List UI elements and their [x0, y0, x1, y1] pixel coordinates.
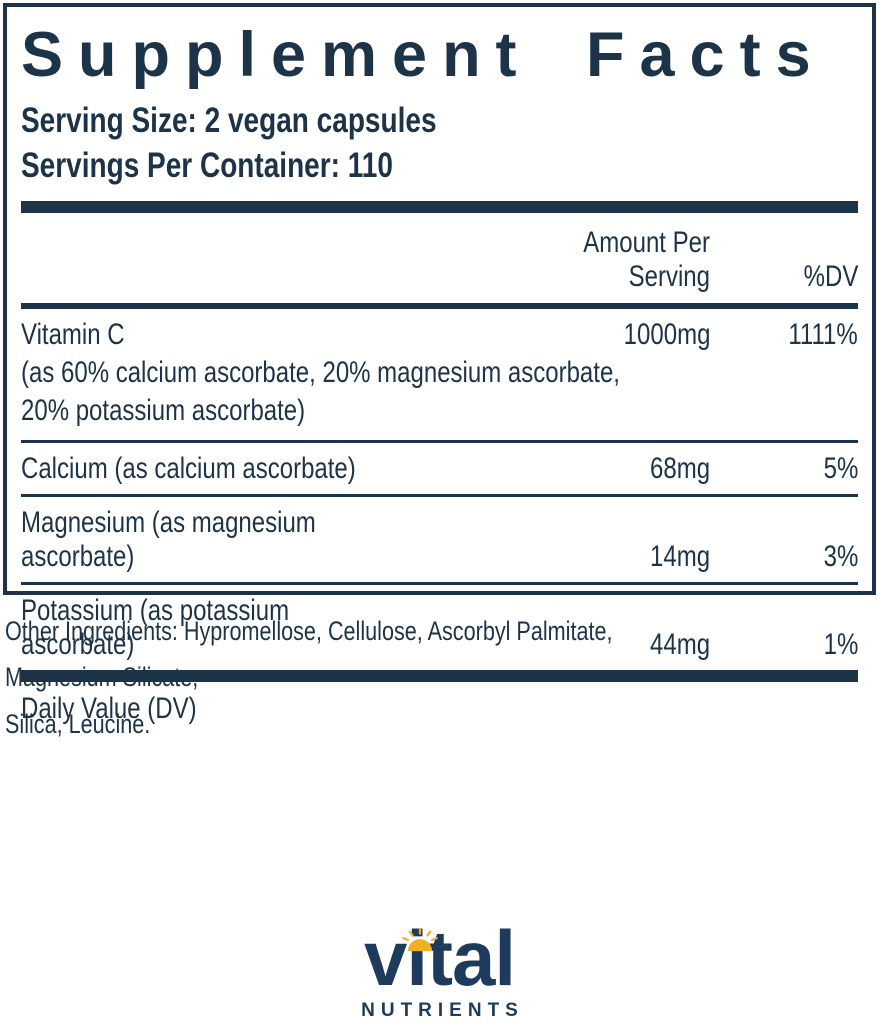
thick-divider-bottom	[21, 670, 858, 683]
nutrient-dv: 3%	[823, 540, 858, 574]
nutrient-dv-cell: 1%	[710, 628, 858, 662]
nutrient-amount-cell: 44mg	[475, 628, 710, 662]
table-row: Calcium (as calcium ascorbate) 68mg 5%	[21, 443, 858, 494]
nutrient-name-cell: Calcium (as calcium ascorbate)	[21, 452, 475, 486]
sun-icon	[402, 927, 438, 952]
amount-per-serving-header: Amount Per Serving	[583, 225, 710, 293]
thick-divider-top	[21, 200, 858, 213]
nutrient-name-cell: Potassium (as potassium ascorbate)	[21, 594, 475, 662]
nutrient-dv-cell: 5%	[710, 452, 858, 486]
nutrient-name-cell: Vitamin C	[21, 318, 475, 352]
serving-size: Serving Size: 2 vegan capsules	[21, 101, 437, 140]
nutrient-name-cell: Magnesium (as magnesium ascorbate)	[21, 506, 475, 574]
nutrient-name: Vitamin C	[21, 317, 125, 351]
nutrient-dv: 5%	[823, 452, 858, 486]
dv-header: %DV	[803, 259, 858, 293]
nutrient-note: (as 60% calcium ascorbate, 20% magnesium…	[21, 355, 620, 427]
facts-title: Supplement Facts	[21, 20, 826, 90]
nutrient-amount: 68mg	[649, 452, 710, 486]
nutrient-amount: 44mg	[649, 628, 710, 662]
brand-wordmark: vital	[363, 914, 516, 1002]
table-row: Potassium (as potassium ascorbate) 44mg …	[21, 585, 858, 670]
amount-header-cell: Amount Per Serving	[475, 226, 710, 294]
brand-subtext: NUTRIENTS	[361, 1000, 524, 1021]
table-row: Magnesium (as magnesium ascorbate) 14mg …	[21, 497, 858, 582]
nutrient-name: Calcium (as calcium ascorbate)	[21, 452, 356, 486]
dv-header-cell: %DV	[710, 260, 858, 294]
table-row: Vitamin C 1000mg 1111% (as 60% calcium a…	[21, 309, 858, 441]
nutrient-dv-cell: 3%	[710, 540, 858, 574]
supplement-facts-panel: Supplement Facts Serving Size: 2 vegan c…	[3, 3, 876, 725]
nutrient-amount-cell: 14mg	[475, 540, 710, 574]
row-separator	[21, 582, 858, 586]
nutrient-amount-cell: 68mg	[475, 452, 710, 486]
nutrient-amount: 14mg	[649, 540, 710, 574]
row-separator	[21, 440, 858, 444]
nutrient-name: Potassium (as potassium ascorbate)	[21, 594, 290, 662]
row-separator	[21, 494, 858, 498]
nutrient-amount: 1000mg	[623, 317, 710, 351]
nutrient-dv: 1%	[823, 628, 858, 662]
brand-wordmark-wrap: vital	[364, 919, 516, 997]
daily-value-note: Daily Value (DV)	[21, 692, 197, 726]
nutrient-dv: 1111%	[788, 317, 858, 351]
medium-divider	[21, 302, 858, 309]
nutrient-dv-cell: 1111%	[710, 318, 858, 352]
serving-info: Serving Size: 2 vegan capsules Servings …	[21, 99, 858, 189]
nutrient-amount-cell: 1000mg	[475, 318, 710, 352]
facts-header-row: Amount Per Serving %DV	[21, 213, 858, 303]
servings-per-container: Servings Per Container: 110	[21, 145, 393, 185]
nutrient-name: Magnesium (as magnesium ascorbate)	[21, 506, 316, 574]
other-ingredients: Other Ingredients: Hypromellose, Cellulo…	[5, 616, 613, 739]
brand-logo: vital NUTRIENTS	[0, 919, 879, 1022]
